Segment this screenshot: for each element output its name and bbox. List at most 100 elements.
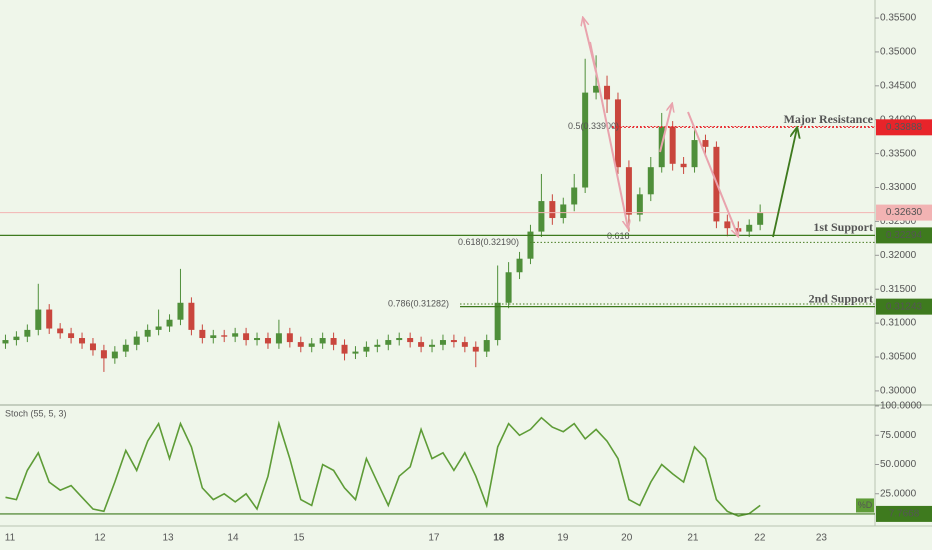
stoch-title: Stoch (55, 5, 3) — [5, 408, 67, 418]
candle-body — [232, 333, 239, 337]
fib-label: 0.5(0.33900) — [568, 121, 619, 131]
candle-body — [374, 344, 381, 347]
candle-body — [352, 351, 359, 354]
x-tick-label: 19 — [557, 533, 569, 544]
x-tick-label: 12 — [94, 533, 106, 544]
candle-body — [308, 343, 315, 347]
y-tick-label: 25.0000 — [880, 488, 917, 499]
candle-body — [35, 309, 42, 330]
candle-body — [669, 126, 676, 164]
candle-body — [516, 258, 523, 273]
marks: 11 12 13 14 15 17 18 19 20 21 22 23 0.30000 0.30500 0.… — [0, 13, 932, 544]
candle-body — [439, 340, 446, 345]
candle-body — [582, 92, 589, 188]
candle-body — [166, 319, 173, 327]
x-tick-label: 20 — [621, 533, 633, 544]
candle-body — [680, 163, 687, 168]
candle-body — [549, 201, 556, 219]
candle-body — [133, 336, 140, 345]
x-tick-label: 17 — [428, 533, 440, 544]
candle-body — [177, 302, 184, 320]
series-label-box — [856, 498, 874, 513]
candle-body — [614, 99, 621, 168]
candle-body — [483, 340, 490, 352]
drawings — [583, 18, 797, 237]
arrow-down — [589, 41, 628, 228]
y-tick-label: 0.32500 — [880, 216, 917, 227]
y-tick-label: 0.35500 — [880, 13, 917, 24]
candle-body — [702, 140, 709, 147]
y-tick-label: 0.30000 — [880, 386, 917, 397]
candle-body — [330, 338, 337, 345]
x-tick-label: 13 — [162, 533, 174, 544]
fib-label: 0.786(0.31282) — [388, 298, 449, 308]
fib-label: 0.618(0.32190) — [458, 237, 519, 247]
candle-body — [593, 85, 600, 93]
candle-body — [210, 335, 217, 339]
candle-body — [188, 302, 195, 330]
candle-body — [450, 340, 457, 343]
y-tick-label: 0.31500 — [880, 284, 917, 295]
level-name: 1st Support — [813, 220, 873, 234]
candle-body — [505, 272, 512, 303]
series-label: %D — [858, 500, 873, 510]
arrow-up — [659, 104, 672, 153]
candle-body — [100, 350, 107, 359]
candle-body — [199, 329, 206, 339]
stoch-level-box — [876, 505, 932, 522]
candle-body — [560, 204, 567, 219]
y-tick-label: 0.32000 — [880, 250, 917, 261]
candle-body — [418, 342, 425, 347]
candle-body — [527, 231, 534, 259]
candle-body — [68, 333, 75, 339]
level-name: 2nd Support — [809, 291, 873, 305]
level-value: 0.33888 — [886, 122, 923, 133]
x-tick-label: 23 — [816, 533, 828, 544]
arrow-down — [687, 111, 738, 236]
candle-body — [647, 167, 654, 195]
x-tick-label: 21 — [687, 533, 699, 544]
candle-body — [89, 343, 96, 351]
candle-body — [429, 344, 436, 347]
candle-body — [144, 329, 151, 337]
level-box — [876, 227, 932, 244]
candle-body — [363, 346, 370, 352]
stoch-line — [5, 416, 761, 517]
y-tick-label: 0.35000 — [880, 47, 917, 58]
candle-body — [13, 336, 20, 341]
candle-body — [571, 187, 578, 205]
candle-body — [691, 140, 698, 168]
x-tick-label: 11 — [5, 533, 16, 544]
y-tick-label: 0.33000 — [880, 182, 917, 193]
x-tick-label: 22 — [754, 533, 766, 544]
candle-body — [724, 221, 731, 229]
candle-body — [79, 338, 86, 344]
candle-body — [57, 328, 64, 334]
candle-body — [264, 338, 271, 344]
candle-body — [461, 342, 468, 347]
y-tick-label: 0.34500 — [880, 80, 917, 91]
candle-body — [275, 333, 282, 344]
arrow-target — [772, 128, 797, 238]
y-tick-label: 75.0000 — [880, 430, 917, 441]
candle-body — [472, 346, 479, 352]
last-price-label: 0.32630 — [886, 207, 923, 218]
level-box — [876, 119, 932, 136]
last-price-box — [876, 204, 932, 221]
candle-body — [319, 338, 326, 344]
candle-body — [538, 201, 545, 232]
level-value: 0.32294 — [886, 230, 923, 241]
level-box — [876, 298, 932, 315]
candle-body — [625, 167, 632, 215]
candle-body — [111, 351, 118, 359]
candle-body — [396, 338, 403, 341]
candle-body — [341, 344, 348, 354]
candle-body — [604, 85, 611, 100]
candle-body — [46, 309, 53, 329]
x-tick-label: 15 — [293, 533, 305, 544]
x-tick-label: 18 — [493, 533, 505, 544]
candle-body — [407, 338, 414, 343]
